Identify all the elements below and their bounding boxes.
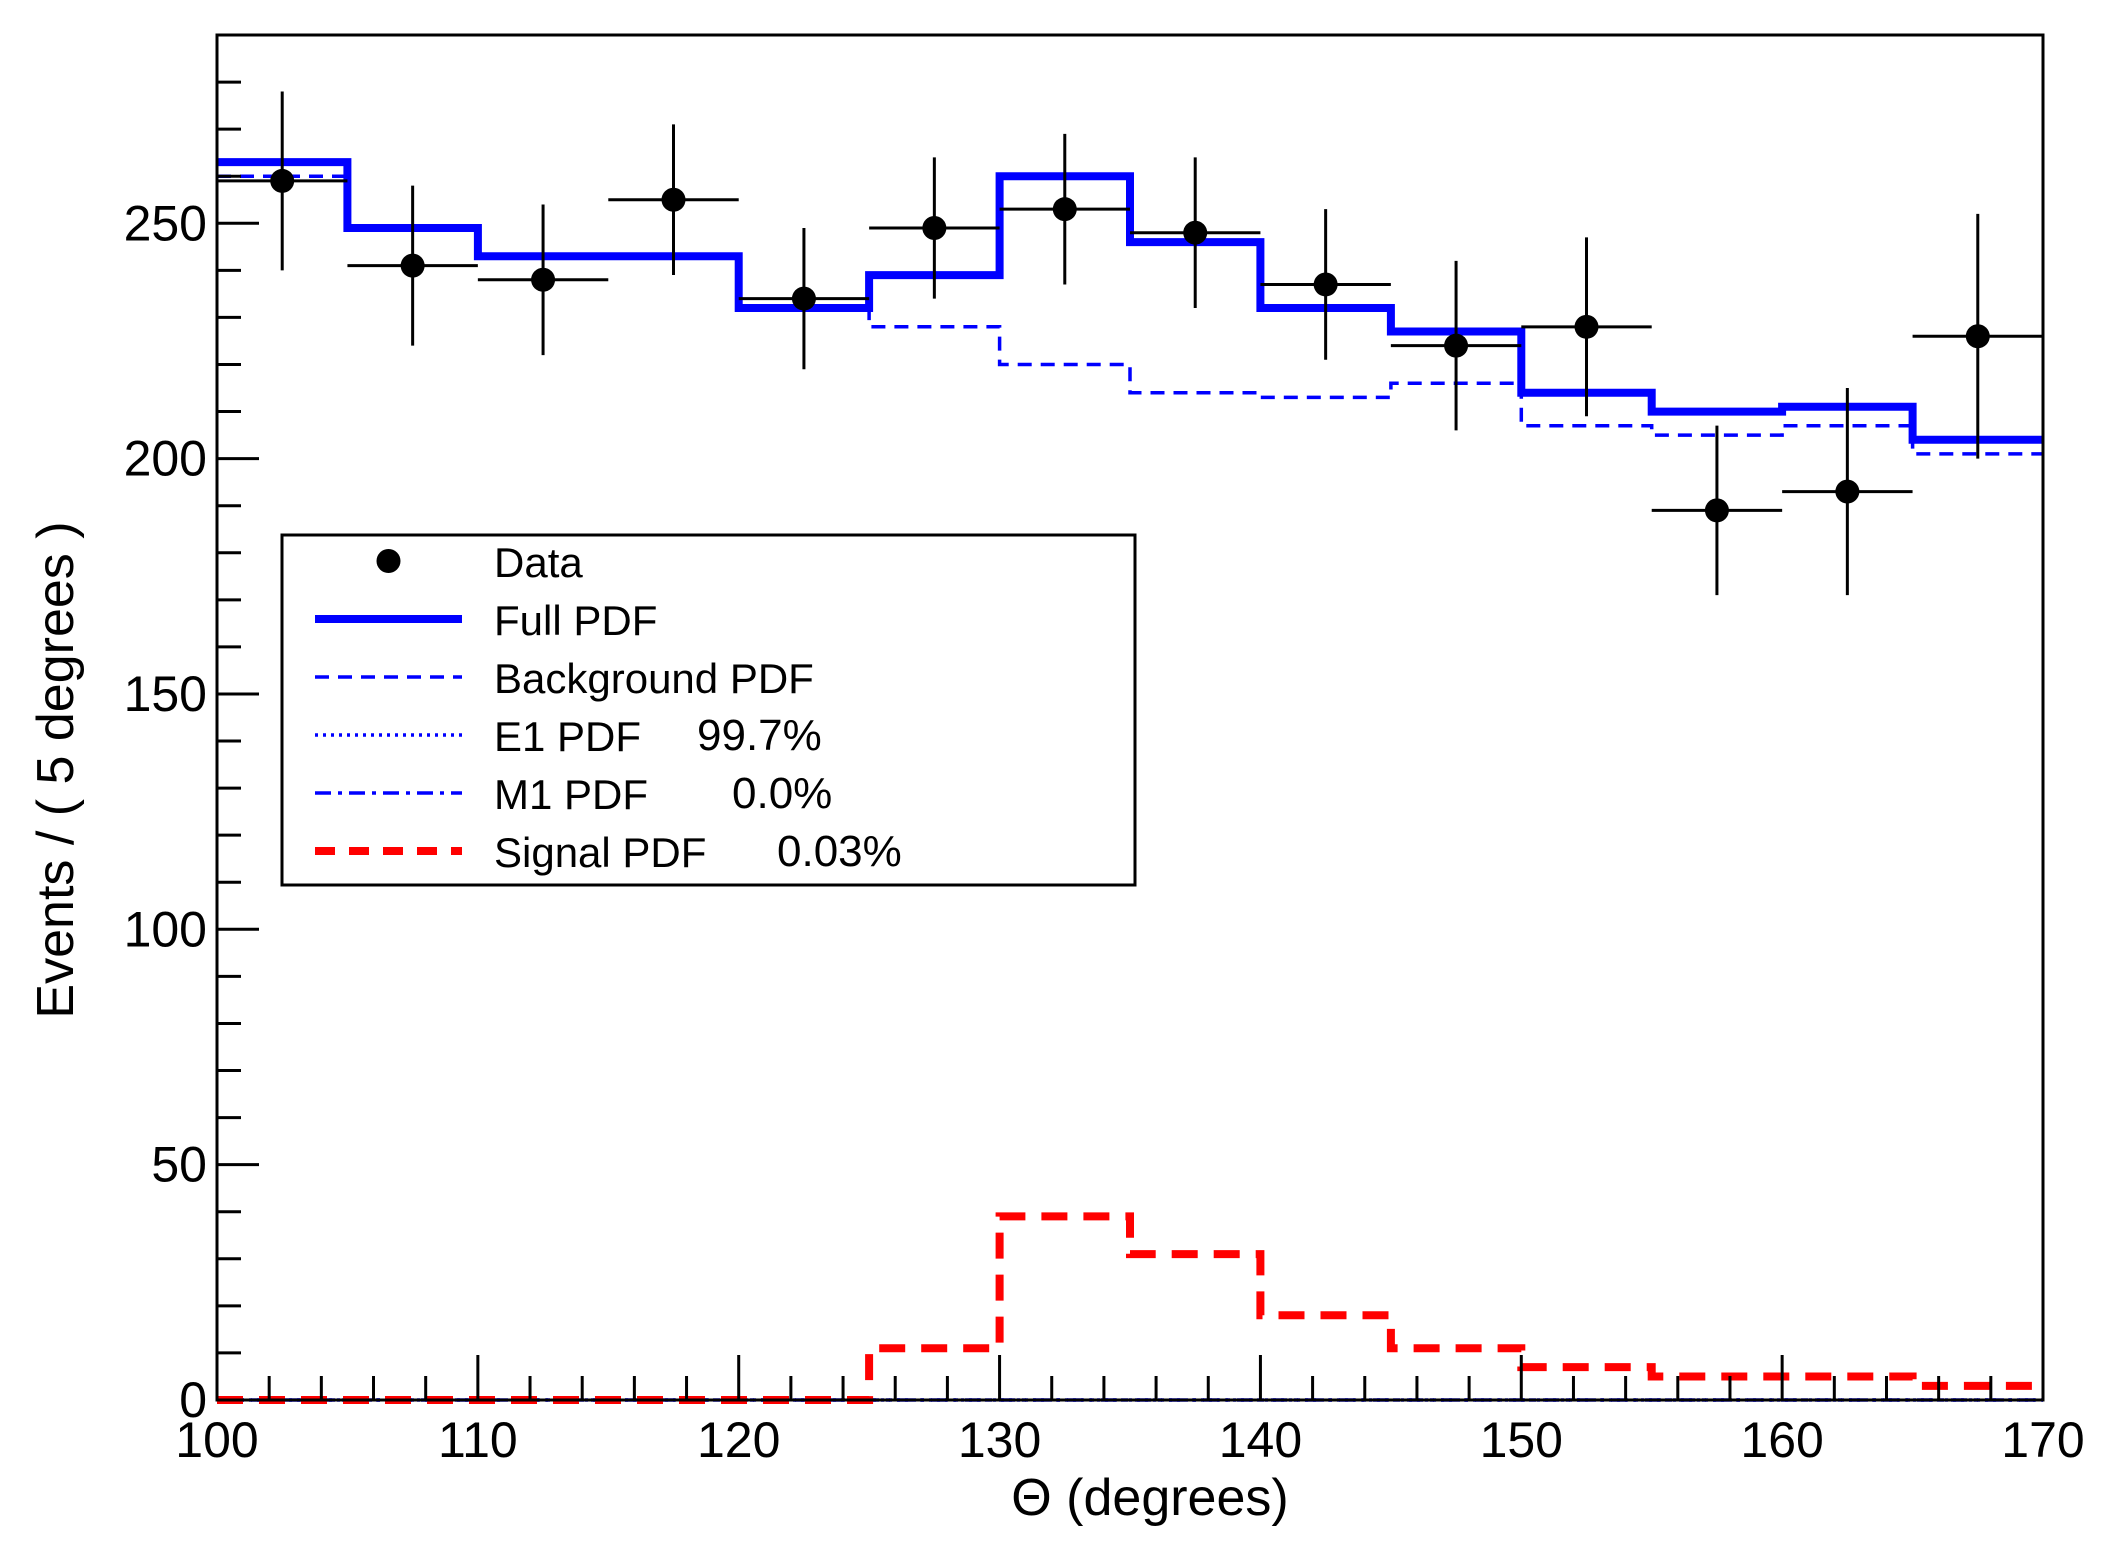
legend-marker: [376, 549, 401, 573]
x-tick-label: 150: [1480, 1412, 1563, 1468]
legend-label: Full PDF: [494, 597, 657, 644]
legend: Data Full PDF Background PDF E1 PDF 99.7% M1 …: [280, 533, 1137, 887]
x-tick-label: 140: [1219, 1412, 1302, 1468]
data-marker: [1574, 314, 1599, 339]
x-axis-title: Θ (degrees): [1011, 1469, 1288, 1527]
y-tick-label: 200: [124, 431, 207, 487]
y-tick-label: 150: [124, 666, 207, 722]
x-tick-label: 100: [175, 1412, 258, 1468]
data-marker: [1704, 498, 1729, 523]
legend-value: 0.03%: [777, 827, 902, 876]
plot-frame: [215, 33, 2045, 1402]
data-point: [1130, 157, 1261, 308]
legend-entry-e1-pdf: E1 PDF 99.7%: [315, 711, 822, 760]
data-marker: [270, 168, 295, 193]
data-point: [1912, 213, 2043, 459]
x-tick-label: 130: [958, 1412, 1041, 1468]
data-marker: [1835, 479, 1860, 504]
data-marker: [531, 267, 556, 292]
data-marker: [1313, 272, 1338, 297]
data-point: [608, 124, 739, 276]
series-signal-pdf: [217, 1212, 2043, 1404]
legend-entry-m1-pdf: M1 PDF 0.0%: [315, 769, 832, 818]
legend-label: Signal PDF: [494, 829, 706, 876]
legend-entry-data: Data: [376, 539, 583, 586]
y-tick-label: 250: [124, 195, 207, 251]
legend-box: [280, 533, 1137, 887]
data-point: [869, 157, 1000, 299]
data-point: [1782, 388, 1913, 596]
data-marker: [1052, 197, 1077, 222]
y-axis-title: Events / ( 5 degrees ): [27, 521, 85, 1018]
data-point: [1651, 425, 1783, 596]
legend-label: Background PDF: [494, 655, 814, 702]
series-full-pdf: [217, 158, 2043, 444]
data-point: [738, 227, 870, 370]
data-point: [1260, 209, 1391, 360]
y-tick-label: 0: [179, 1372, 207, 1428]
legend-value: 0.0%: [732, 769, 832, 818]
data-marker: [791, 286, 816, 311]
y-tick-label: 100: [124, 901, 207, 957]
x-tick-label: 170: [2001, 1412, 2084, 1468]
x-tick-label: 120: [697, 1412, 780, 1468]
data-marker: [1965, 324, 1990, 349]
x-tick-label: 160: [1740, 1412, 1823, 1468]
data-marker: [661, 187, 686, 212]
legend-label: Data: [494, 539, 583, 586]
series-background-pdf: [217, 174, 2043, 456]
legend-value: 99.7%: [697, 711, 822, 760]
data-point: [1521, 237, 1652, 417]
legend-label: E1 PDF: [494, 713, 641, 760]
data-point: [1390, 260, 1522, 431]
data-point: [477, 204, 609, 356]
legend-entry-signal-pdf: Signal PDF 0.03%: [315, 827, 902, 876]
data-marker: [922, 215, 947, 240]
x-tick-label: 110: [438, 1412, 518, 1468]
data-marker: [400, 253, 425, 278]
y-tick-label: 50: [151, 1137, 207, 1193]
data-point: [999, 133, 1130, 285]
data-marker: [1183, 220, 1208, 245]
data-marker: [1444, 333, 1469, 358]
legend-entry-full-pdf: Full PDF: [315, 597, 657, 644]
legend-label: M1 PDF: [494, 771, 648, 818]
data-point: [347, 185, 478, 346]
legend-entry-background-pdf: Background PDF: [315, 655, 814, 702]
data-point: [217, 91, 348, 271]
